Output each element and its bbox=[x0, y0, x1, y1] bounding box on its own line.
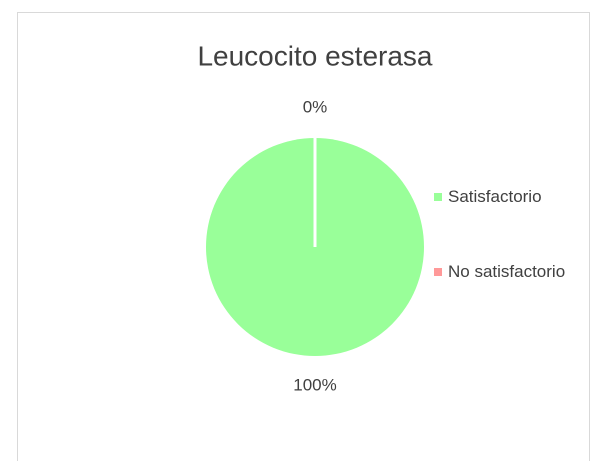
legend-item: Satisfactorio bbox=[434, 186, 578, 208]
legend-item: No satisfactorio bbox=[434, 261, 578, 283]
legend-label: No satisfactorio bbox=[448, 262, 566, 281]
data-label: 100% bbox=[293, 375, 336, 394]
legend-swatch bbox=[434, 193, 442, 201]
chart-title: Leucocito esterasa bbox=[197, 40, 432, 71]
legend-swatch bbox=[434, 268, 442, 276]
data-label: 0% bbox=[303, 97, 328, 116]
legend-label: Satisfactorio bbox=[448, 187, 542, 206]
